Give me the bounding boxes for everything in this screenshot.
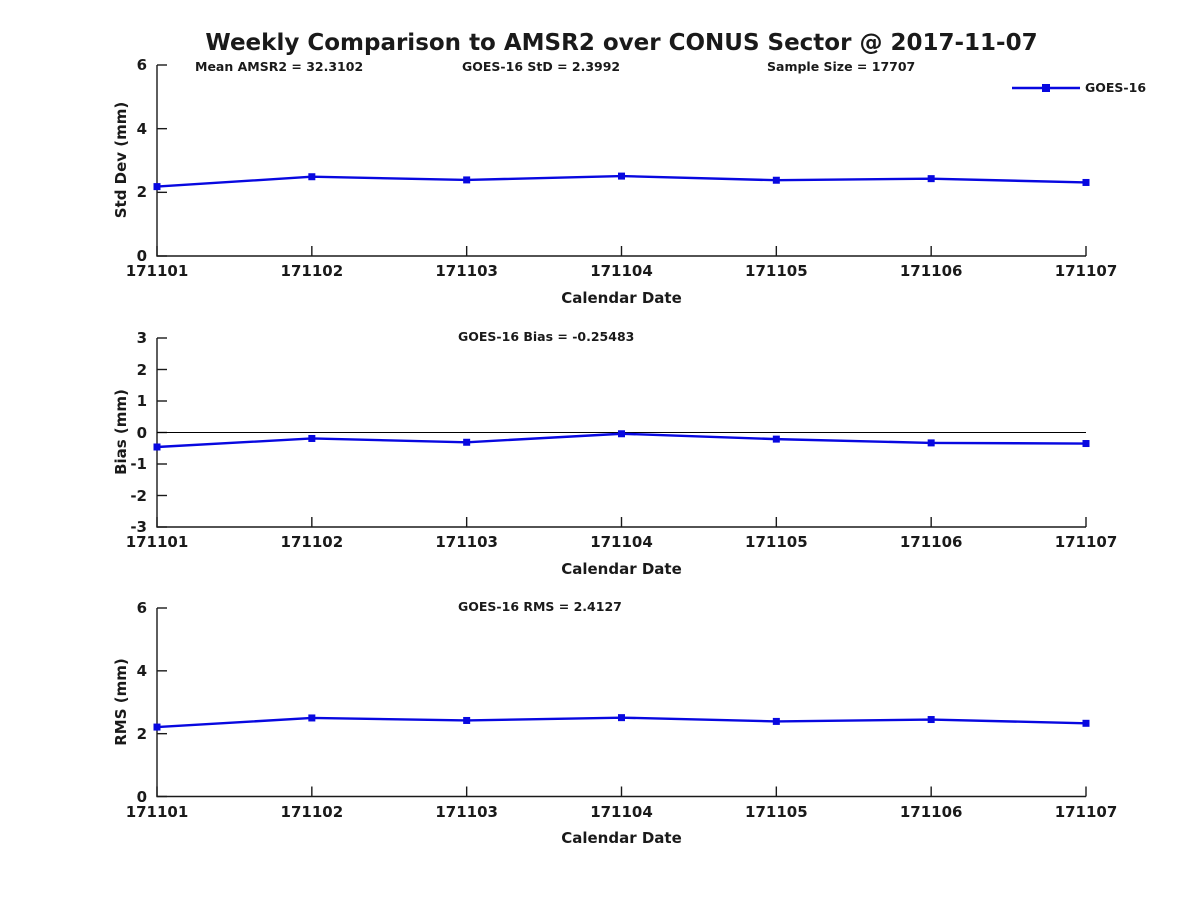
bias-data-point bbox=[463, 438, 471, 446]
bias-x-tick-label: 171104 bbox=[590, 533, 653, 551]
rms-x-tick-label: 171104 bbox=[590, 802, 653, 821]
bias-data-point bbox=[927, 439, 935, 447]
std-dev-data-point bbox=[1082, 178, 1090, 186]
std-dev-data-point bbox=[927, 175, 935, 183]
std-dev-data-point bbox=[308, 173, 316, 181]
bias-x-tick-label: 171101 bbox=[125, 533, 189, 551]
rms-x-tick-label: 171107 bbox=[1054, 802, 1118, 821]
bias-x-tick-label: 171105 bbox=[745, 533, 808, 551]
std-dev-x-tick-label: 171102 bbox=[280, 262, 344, 280]
annotation-goes16-std: GOES-16 StD = 2.3992 bbox=[462, 59, 621, 74]
bias-x-tick-label: 171102 bbox=[280, 533, 344, 551]
rms-x-tick-label: 171101 bbox=[125, 802, 189, 821]
std-dev-x-tick-label: 171104 bbox=[590, 262, 653, 280]
rms-y-tick-label: 0 bbox=[136, 787, 147, 806]
bias-y-tick-label: 3 bbox=[136, 329, 147, 347]
rms-y-tick-label: 4 bbox=[136, 661, 147, 680]
legend-label: GOES-16 bbox=[1085, 80, 1147, 95]
rms-x-tick-label: 171103 bbox=[435, 802, 498, 821]
rms-data-point bbox=[772, 717, 780, 725]
bias-y-tick-label: 2 bbox=[136, 360, 147, 379]
bias-y-tick-label: -1 bbox=[130, 455, 147, 473]
rms-data-point bbox=[618, 714, 625, 722]
rms-y-tick-label: 2 bbox=[136, 724, 147, 743]
bias-y-tick-label: 0 bbox=[136, 423, 147, 442]
std-dev-x-tick-label: 171101 bbox=[125, 262, 189, 280]
stddev-x-axis-label: Calendar Date bbox=[561, 289, 682, 307]
chart-title: Weekly Comparison to AMSR2 over CONUS Se… bbox=[205, 30, 1038, 56]
legend-line-marker-icon bbox=[1012, 84, 1080, 92]
std-dev-y-tick-label: 0 bbox=[136, 247, 147, 265]
annotation-sample-size: Sample Size = 17707 bbox=[767, 59, 916, 74]
bias-y-tick-label: -3 bbox=[130, 518, 147, 536]
std-dev-x-tick-label: 171103 bbox=[435, 262, 498, 280]
bias-data-point bbox=[772, 435, 780, 443]
std-dev-data-point bbox=[772, 176, 780, 184]
rms-y-tick-label: 6 bbox=[136, 599, 147, 617]
bias-x-tick-label: 171107 bbox=[1054, 533, 1118, 551]
rms-x-tick-label: 171105 bbox=[745, 802, 808, 821]
std-dev-x-tick-label: 171106 bbox=[899, 262, 963, 280]
rms-data-point bbox=[927, 716, 935, 724]
rms-data-point bbox=[463, 716, 471, 724]
bias-x-tick-label: 171103 bbox=[435, 533, 498, 551]
rms-x-tick-label: 171106 bbox=[899, 802, 963, 821]
bias-x-tick-label: 171106 bbox=[899, 533, 963, 551]
rms-data-point bbox=[1082, 719, 1090, 727]
rms-data-point bbox=[153, 723, 161, 731]
annotation-mean-amsr2: Mean AMSR2 = 32.3102 bbox=[195, 59, 364, 74]
bias-panel-title: GOES-16 Bias = -0.25483 bbox=[458, 329, 635, 344]
bias-y-tick-label: 1 bbox=[136, 392, 147, 410]
std-dev-y-tick-label: 4 bbox=[136, 119, 147, 138]
std-dev-y-tick-label: 2 bbox=[136, 183, 147, 202]
rms-x-tick-label: 171102 bbox=[280, 802, 344, 821]
std-dev-data-point bbox=[463, 176, 471, 184]
bias-data-point bbox=[618, 430, 625, 438]
rms-panel-title: GOES-16 RMS = 2.4127 bbox=[458, 599, 622, 614]
bias-y-tick-label: -2 bbox=[130, 486, 147, 505]
bias-data-point bbox=[153, 443, 161, 451]
std-dev-x-tick-label: 171107 bbox=[1054, 262, 1118, 280]
rms-x-axis-label: Calendar Date bbox=[561, 829, 682, 847]
rms-data-point bbox=[308, 714, 316, 722]
bias-x-axis-label: Calendar Date bbox=[561, 560, 682, 578]
std-dev-x-tick-label: 171105 bbox=[745, 262, 808, 280]
bias-data-point bbox=[308, 434, 316, 442]
std-dev-data-point bbox=[153, 183, 161, 191]
legend bbox=[1010, 82, 1082, 94]
std-dev-axis bbox=[156, 65, 1086, 257]
rms-axis bbox=[156, 608, 1086, 798]
std-dev-data-point bbox=[618, 172, 625, 180]
std-dev-y-tick-label: 6 bbox=[136, 56, 147, 74]
bias-data-point bbox=[1082, 440, 1090, 448]
